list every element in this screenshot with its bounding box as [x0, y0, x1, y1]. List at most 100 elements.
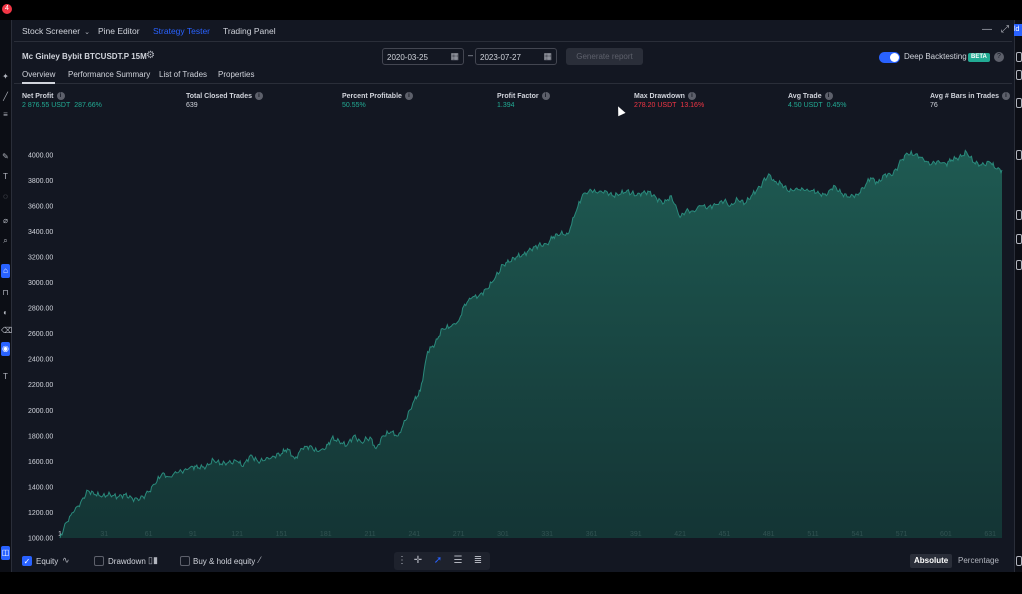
- deep-backtesting-toggle[interactable]: [879, 52, 900, 63]
- pointer-icon[interactable]: ➚: [433, 555, 443, 566]
- info-icon[interactable]: i: [541, 92, 550, 100]
- notification-badge[interactable]: 4: [2, 4, 12, 14]
- y-tick-label: 3600.00: [28, 203, 53, 210]
- drawdown-checkbox[interactable]: [94, 556, 104, 566]
- tab-overview[interactable]: Overview: [22, 70, 56, 79]
- chart-tools-group: ⋮ ✛ ➚ ☰ ≣: [394, 552, 490, 570]
- right-widget-bar: ld: [1014, 20, 1022, 572]
- calendar-icon[interactable]: ▦: [450, 51, 459, 61]
- strategy-tester-window: 4 ✦ ╱ ≡ ✎ T ◌ ⌀ ⌕ ⌂ ⊓ ◐ ⌫ ◉ T ◫ ld Stock…: [0, 4, 1022, 572]
- metric-value: 2 876.55 USDT: [22, 102, 71, 109]
- mouse-cursor-icon: [614, 104, 626, 117]
- settings-sliders-icon[interactable]: ☰: [453, 555, 463, 566]
- y-tick-label: 2800.00: [28, 306, 53, 313]
- lock-tool-icon[interactable]: ⊓: [2, 288, 9, 297]
- list-settings-icon[interactable]: ≣: [473, 555, 483, 566]
- trendline-tool-icon[interactable]: ╱: [3, 92, 8, 101]
- metric-value: 50.55%: [342, 102, 366, 109]
- calendar-icon[interactable]: [1016, 150, 1022, 160]
- tab-performance-summary[interactable]: Performance Summary: [68, 70, 151, 79]
- drag-handle-icon[interactable]: ⋮: [397, 555, 407, 566]
- tab-strategy-tester[interactable]: Strategy Tester: [153, 26, 211, 36]
- left-drawing-toolbar: 4 ✦ ╱ ≡ ✎ T ◌ ⌀ ⌕ ⌂ ⊓ ◐ ⌫ ◉ T ◫: [0, 4, 13, 572]
- tab-properties[interactable]: Properties: [218, 70, 255, 79]
- date-to-field[interactable]: 2023-07-27 ▦: [475, 48, 557, 65]
- minimize-panel-icon[interactable]: —: [982, 24, 992, 35]
- absolute-view-button[interactable]: Absolute: [910, 554, 953, 568]
- metric-pct: 13.16%: [680, 102, 705, 109]
- help-icon[interactable]: ?: [994, 52, 1004, 62]
- metric-value: 4.50 USDT: [788, 102, 823, 109]
- favorites-tool-icon[interactable]: ◉: [1, 342, 10, 356]
- right-panel-tab[interactable]: ld: [1014, 24, 1022, 36]
- metric-value: 1.394: [497, 102, 515, 109]
- y-tick-label: 4000.00: [28, 152, 53, 159]
- cursor-tool-icon[interactable]: ✦: [2, 72, 9, 81]
- brush-tool-icon[interactable]: ✎: [2, 152, 9, 161]
- equity-chart[interactable]: 1000.00 1200.00 1400.00 1600.00 1800.00 2000.…: [14, 118, 1004, 550]
- y-tick-label: 2000.00: [28, 408, 53, 415]
- crosshair-icon[interactable]: ✛: [413, 555, 423, 566]
- metric-pct: 287.66%: [74, 102, 102, 109]
- info-icon[interactable]: i: [687, 92, 696, 100]
- y-tick-label: 1400.00: [28, 484, 53, 491]
- calendar-icon[interactable]: ▦: [543, 51, 552, 61]
- fib-tool-icon[interactable]: ≡: [3, 110, 8, 119]
- notifications-icon[interactable]: [1016, 260, 1022, 270]
- tab-stock-screener[interactable]: Stock Screener ⌄: [22, 26, 90, 36]
- info-icon[interactable]: i: [1002, 92, 1010, 100]
- gear-icon[interactable]: ⚙: [146, 50, 155, 61]
- strategy-name: Mc Ginley Bybit BTCUSDT.P 15M: [22, 52, 147, 61]
- y-tick-label: 1000.00: [28, 536, 53, 543]
- ruler-tool-icon[interactable]: ⌀: [3, 216, 8, 225]
- chart-footer: ✓ Equity ∿ Drawdown ▯▮ Buy & hold equity…: [14, 550, 1012, 572]
- tab-pine-editor[interactable]: Pine Editor: [98, 26, 140, 36]
- info-icon[interactable]: i: [404, 92, 413, 100]
- beta-badge: BETA: [968, 53, 990, 62]
- equity-label: Equity: [36, 557, 59, 566]
- y-tick-label: 2200.00: [28, 382, 53, 389]
- y-tick-label: 2600.00: [28, 331, 53, 338]
- chevron-down-icon[interactable]: ⌄: [84, 29, 90, 36]
- magnet-tool-icon[interactable]: ⌂: [1, 264, 10, 278]
- y-tick-label: 3400.00: [28, 229, 53, 236]
- equity-line-icon: ∿: [62, 555, 70, 565]
- zoom-tool-icon[interactable]: ⌕: [3, 236, 8, 245]
- strategy-sub-tabs: Overview Performance Summary List of Tra…: [14, 68, 1012, 84]
- ideas-icon[interactable]: [1016, 210, 1022, 220]
- drawdown-bars-icon: ▯▮: [148, 555, 158, 565]
- date-from-value: 2020-03-25: [387, 53, 428, 62]
- tab-trading-panel[interactable]: Trading Panel: [223, 26, 276, 36]
- toggle-panel-icon[interactable]: ◫: [1, 546, 10, 560]
- y-axis: 1000.00 1200.00 1400.00 1600.00 1800.00 2000.…: [28, 152, 53, 542]
- maximize-panel-icon[interactable]: ⤢: [1001, 24, 1009, 35]
- info-icon[interactable]: i: [56, 92, 65, 100]
- chat-icon[interactable]: [1016, 234, 1022, 244]
- help-center-icon[interactable]: [1016, 556, 1022, 566]
- hide-drawings-icon[interactable]: T: [3, 372, 8, 381]
- watchlist-icon[interactable]: [1016, 52, 1022, 62]
- tab-list-of-trades[interactable]: List of Trades: [159, 70, 208, 79]
- buy-hold-line-icon: ⁄: [259, 555, 261, 565]
- percentage-view-button[interactable]: Percentage: [958, 556, 999, 565]
- pattern-tool-icon[interactable]: ◌: [3, 192, 8, 201]
- text-tool-icon[interactable]: T: [3, 172, 8, 181]
- buy-hold-checkbox[interactable]: [180, 556, 190, 566]
- generate-report-button[interactable]: Generate report: [566, 48, 643, 65]
- active-tab-indicator: [22, 82, 55, 84]
- metric-avg-trade: Avg Trade i 4.50 USDT 0.45%: [788, 92, 847, 109]
- info-icon[interactable]: i: [824, 92, 833, 100]
- metric-value: 639: [186, 102, 198, 109]
- strategy-header: Mc Ginley Bybit BTCUSDT.P 15M ⚙ 2020-03-…: [14, 44, 1012, 68]
- delete-tool-icon[interactable]: ⌫: [1, 326, 13, 335]
- info-icon[interactable]: i: [255, 92, 263, 100]
- y-tick-label: 3800.00: [28, 178, 53, 185]
- equity-line: [59, 149, 1003, 539]
- alerts-icon[interactable]: [1016, 70, 1022, 80]
- eye-tool-icon[interactable]: ◐: [3, 308, 8, 317]
- date-from-field[interactable]: 2020-03-25 ▦: [382, 48, 464, 65]
- equity-checkbox[interactable]: ✓: [22, 556, 32, 566]
- deep-backtesting-label: Deep Backtesting: [904, 52, 967, 61]
- news-icon[interactable]: [1016, 98, 1022, 108]
- date-to-value: 2023-07-27: [480, 53, 521, 62]
